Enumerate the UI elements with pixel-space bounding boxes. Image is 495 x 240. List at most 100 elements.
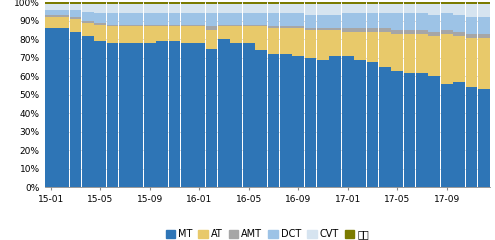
Bar	[466, 2, 477, 4]
Bar	[478, 89, 490, 187]
Bar	[416, 4, 428, 13]
Bar	[132, 24, 143, 26]
Bar	[280, 2, 292, 4]
Bar	[305, 30, 316, 58]
Bar	[156, 2, 168, 4]
Bar	[392, 13, 403, 30]
Bar	[194, 13, 205, 24]
Bar	[243, 24, 254, 26]
Bar	[255, 50, 267, 187]
Bar	[478, 34, 490, 37]
Bar	[169, 2, 180, 4]
Bar	[57, 15, 69, 17]
Bar	[218, 4, 230, 13]
Bar	[268, 2, 279, 4]
Bar	[379, 67, 391, 187]
Bar	[466, 34, 477, 37]
Bar	[367, 61, 378, 187]
Bar	[218, 13, 230, 24]
Bar	[392, 34, 403, 71]
Bar	[169, 26, 180, 41]
Bar	[466, 4, 477, 17]
Bar	[57, 17, 69, 28]
Bar	[70, 32, 81, 187]
Bar	[255, 2, 267, 4]
Bar	[268, 28, 279, 54]
Bar	[416, 34, 428, 73]
Bar	[379, 28, 391, 32]
Bar	[181, 43, 193, 187]
Bar	[218, 24, 230, 26]
Bar	[453, 4, 465, 15]
Bar	[466, 37, 477, 87]
Bar	[466, 17, 477, 34]
Bar	[441, 2, 452, 4]
Bar	[293, 2, 304, 4]
Bar	[342, 13, 353, 28]
Bar	[95, 41, 106, 187]
Bar	[317, 28, 329, 30]
Bar	[441, 13, 452, 30]
Bar	[70, 19, 81, 32]
Bar	[243, 26, 254, 43]
Bar	[70, 4, 81, 10]
Bar	[416, 13, 428, 30]
Bar	[107, 13, 118, 24]
Bar	[181, 2, 193, 4]
Bar	[231, 26, 242, 43]
Bar	[429, 32, 440, 36]
Bar	[330, 2, 341, 4]
Bar	[194, 24, 205, 26]
Bar	[243, 2, 254, 4]
Legend: MT, AT, AMT, DCT, CVT, 其他: MT, AT, AMT, DCT, CVT, 其他	[162, 225, 373, 240]
Bar	[119, 4, 131, 13]
Bar	[293, 13, 304, 26]
Bar	[206, 26, 217, 30]
Bar	[169, 24, 180, 26]
Bar	[82, 4, 94, 12]
Bar	[379, 2, 391, 4]
Bar	[231, 4, 242, 13]
Bar	[169, 41, 180, 187]
Bar	[82, 36, 94, 187]
Bar	[268, 54, 279, 187]
Bar	[169, 4, 180, 13]
Bar	[317, 60, 329, 187]
Bar	[57, 28, 69, 187]
Bar	[57, 10, 69, 15]
Bar	[416, 2, 428, 4]
Bar	[218, 39, 230, 187]
Bar	[404, 2, 415, 4]
Bar	[45, 4, 56, 10]
Bar	[429, 15, 440, 32]
Bar	[293, 4, 304, 13]
Bar	[119, 13, 131, 24]
Bar	[144, 43, 155, 187]
Bar	[330, 56, 341, 187]
Bar	[466, 87, 477, 187]
Bar	[107, 4, 118, 13]
Bar	[330, 15, 341, 28]
Bar	[45, 17, 56, 28]
Bar	[441, 84, 452, 187]
Bar	[95, 24, 106, 41]
Bar	[342, 32, 353, 56]
Bar	[82, 21, 94, 23]
Bar	[342, 2, 353, 4]
Bar	[206, 13, 217, 26]
Bar	[243, 43, 254, 187]
Bar	[243, 13, 254, 24]
Bar	[305, 58, 316, 187]
Bar	[82, 23, 94, 36]
Bar	[181, 26, 193, 43]
Bar	[57, 2, 69, 4]
Bar	[354, 4, 366, 13]
Bar	[45, 2, 56, 4]
Bar	[416, 30, 428, 34]
Bar	[354, 28, 366, 32]
Bar	[194, 26, 205, 43]
Bar	[206, 4, 217, 13]
Bar	[367, 32, 378, 61]
Bar	[280, 28, 292, 54]
Bar	[441, 34, 452, 84]
